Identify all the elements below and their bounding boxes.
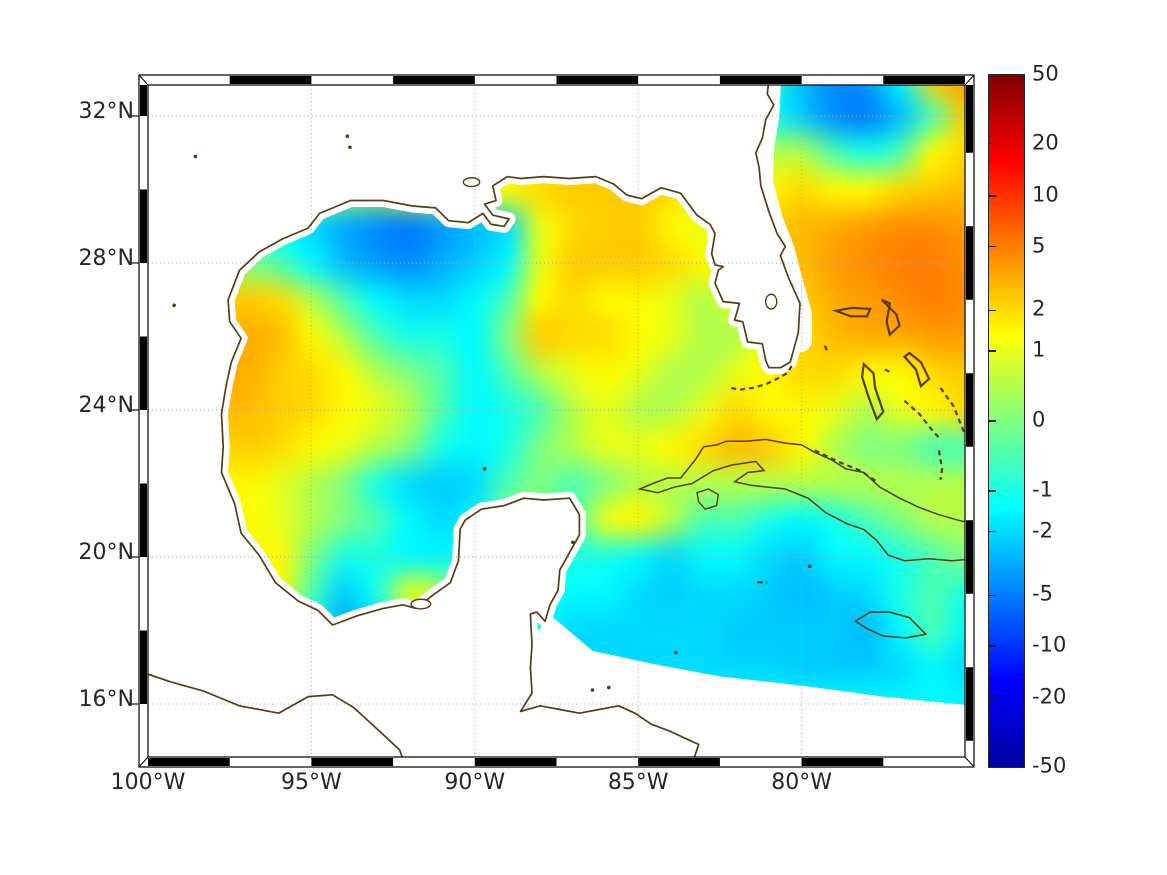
lon-tick-label-90: 90°W (444, 770, 506, 795)
lon-tick-label-100: 100°W (110, 770, 186, 795)
colorbar-tick-label-1: 1 (1032, 337, 1046, 362)
colorbar-tick-label--20: -20 (1032, 684, 1067, 709)
lon-tick-label-95: 95°W (281, 770, 342, 795)
lon-tick-label-80: 80°W (771, 770, 832, 795)
colorbar-tick-label-20: 20 (1032, 130, 1059, 154)
colorbar-tick-mark (989, 697, 996, 700)
colorbar-tick-mark (989, 420, 996, 422)
colorbar-tick-label-10: 10 (1032, 182, 1059, 207)
anomaly-heatmap-canvas (148, 85, 965, 757)
colorbar-tick-label--50: -50 (1032, 753, 1067, 778)
colorbar-tick-mark (989, 531, 996, 533)
lat-tick-label-20: 20°N (78, 540, 134, 565)
colorbar-tick-mark (989, 350, 996, 352)
colorbar-tick-label-5: 5 (1032, 233, 1046, 258)
colorbar-tick-label--5: -5 (1032, 581, 1053, 606)
lat-tick-label-16: 16°N (78, 687, 134, 712)
colorbar (988, 74, 1025, 768)
colorbar-tick-label-0: 0 (1032, 407, 1046, 432)
colorbar-tick-mark (989, 490, 996, 492)
colorbar-tick-label--1: -1 (1032, 477, 1053, 502)
colorbar-tick-label-50: 50 (1032, 61, 1059, 86)
colorbar-tick-label-2: 2 (1032, 296, 1046, 321)
colorbar-tick-mark (989, 195, 996, 197)
colorbar-tick-mark (989, 594, 996, 597)
colorbar-tick-mark (989, 309, 996, 311)
colorbar-tick-mark (989, 142, 996, 145)
colorbar-tick-label--2: -2 (1032, 518, 1053, 543)
colorbar-tick-label--10: -10 (1032, 632, 1067, 657)
lat-tick-label-32: 32°N (78, 99, 134, 124)
lon-tick-label-85: 85°W (607, 770, 669, 795)
colorbar-tick-mark (989, 245, 996, 248)
colorbar-tick-mark (989, 645, 996, 647)
lat-tick-label-28: 28°N (78, 246, 134, 271)
lat-tick-label-24: 24°N (78, 393, 134, 418)
